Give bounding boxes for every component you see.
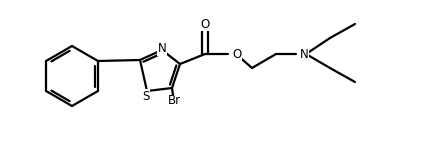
Text: O: O [232,48,241,61]
Text: N: N [158,43,166,55]
Text: Br: Br [168,94,181,106]
Text: O: O [201,18,210,30]
Text: S: S [142,89,150,103]
Text: N: N [300,48,309,61]
